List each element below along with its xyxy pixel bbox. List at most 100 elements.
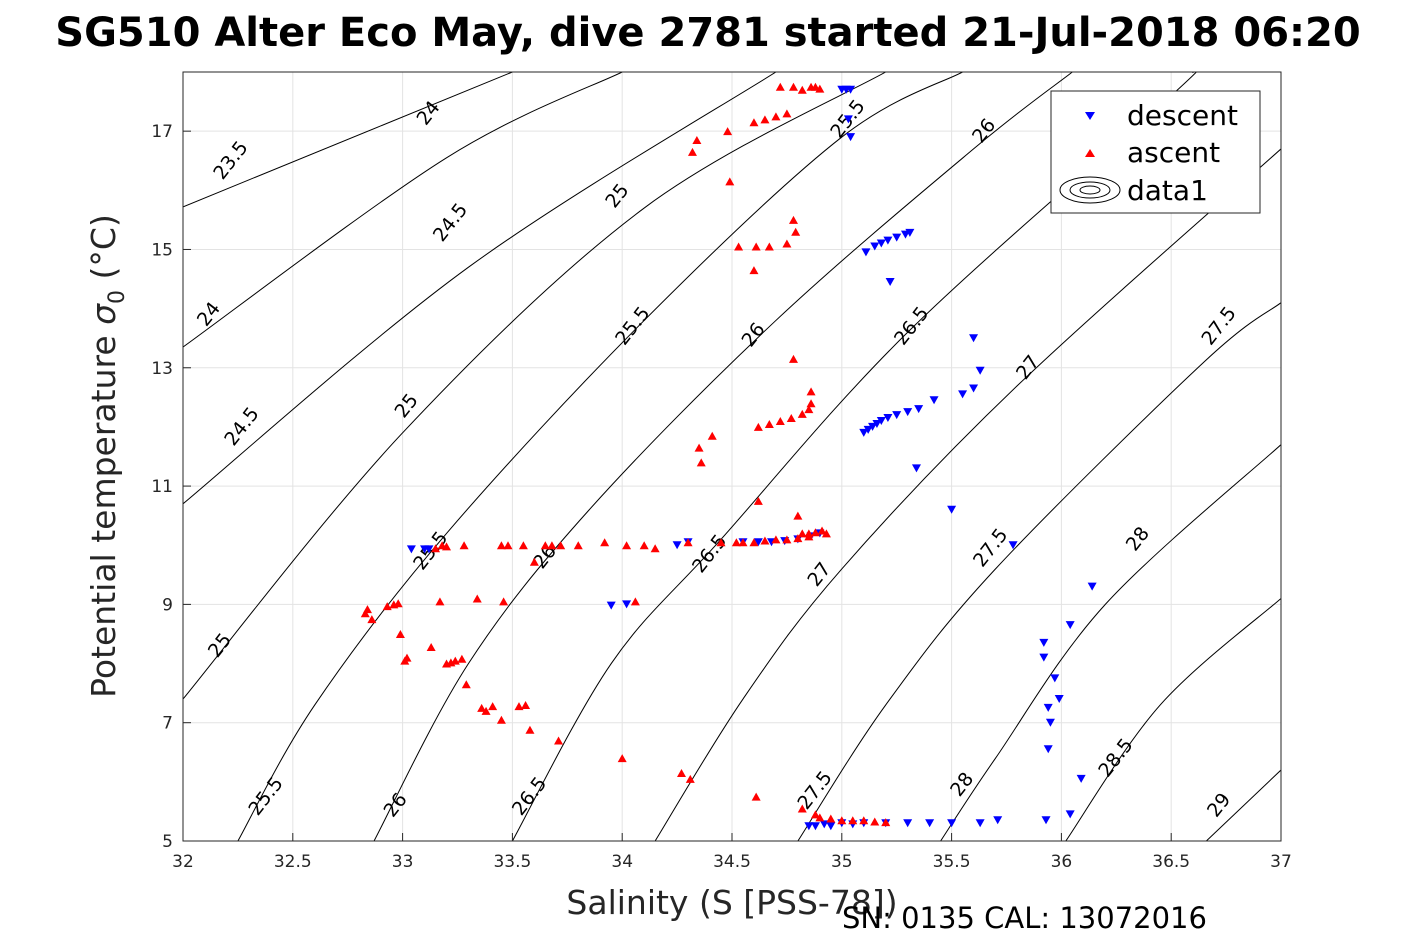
ascent-point bbox=[496, 715, 506, 724]
y-axis-label-sigma: σ bbox=[84, 303, 123, 325]
descent-point bbox=[947, 505, 957, 514]
descent-point bbox=[883, 414, 893, 423]
ascent-point bbox=[503, 541, 513, 550]
ascent-point bbox=[751, 242, 761, 251]
descent-point bbox=[892, 411, 902, 420]
ascent-point bbox=[723, 127, 733, 136]
y-tick-label: 15 bbox=[151, 240, 173, 260]
ascent-point bbox=[797, 529, 807, 538]
descent-point bbox=[1045, 718, 1055, 727]
y-tick-label: 17 bbox=[151, 122, 173, 142]
ascent-point bbox=[488, 702, 498, 711]
legend-box bbox=[1050, 90, 1261, 214]
ascent-point bbox=[782, 109, 792, 118]
ascent-point bbox=[764, 242, 774, 251]
descent-point bbox=[975, 366, 985, 375]
ascent-point bbox=[696, 458, 706, 467]
descent-point bbox=[883, 236, 893, 245]
descent-point bbox=[1043, 745, 1053, 754]
ascent-point bbox=[782, 239, 792, 248]
descent-point bbox=[892, 233, 902, 242]
density-contour-line bbox=[373, 72, 1073, 841]
data-points bbox=[360, 82, 1097, 831]
ascent-point bbox=[749, 266, 759, 275]
ascent-point bbox=[514, 702, 524, 711]
y-axis-label-main: Potential temperature bbox=[84, 325, 123, 698]
ascent-point bbox=[797, 409, 807, 418]
ascent-point bbox=[650, 544, 660, 553]
density-contour-line bbox=[237, 72, 963, 841]
ascent-point bbox=[749, 538, 759, 547]
contour-label: 26 bbox=[380, 789, 412, 822]
descent-point bbox=[622, 600, 632, 609]
ascent-point bbox=[771, 535, 781, 544]
descent-point bbox=[1043, 703, 1053, 712]
contour-label: 23.5 bbox=[209, 137, 252, 184]
contour-label: 25 bbox=[601, 180, 633, 213]
descent-point bbox=[929, 396, 939, 405]
ascent-point bbox=[788, 82, 798, 91]
ascent-point bbox=[810, 810, 820, 819]
ascent-point bbox=[617, 754, 627, 763]
ascent-point bbox=[367, 615, 377, 624]
descent-point bbox=[810, 822, 820, 831]
grid bbox=[183, 72, 1281, 841]
legend-data1-contour-icon bbox=[1059, 176, 1121, 204]
contour-label: 26 bbox=[968, 115, 1000, 148]
ascent-point bbox=[402, 653, 412, 662]
ascent-point bbox=[716, 538, 726, 547]
density-contour-line bbox=[797, 302, 1281, 841]
ascent-point bbox=[431, 544, 441, 553]
descent-point bbox=[993, 816, 1003, 825]
ascent-point bbox=[738, 538, 748, 547]
descent-point bbox=[885, 277, 895, 286]
x-tick-label: 34 bbox=[611, 852, 633, 872]
ascent-point bbox=[547, 541, 557, 550]
density-contour-line bbox=[654, 148, 1281, 841]
descent-point bbox=[1039, 653, 1049, 662]
ascent-point bbox=[804, 532, 814, 541]
ascent-point bbox=[687, 147, 697, 156]
ascent-point bbox=[676, 768, 686, 777]
chart-title: SG510 Alter Eco May, dive 2781 started 2… bbox=[55, 10, 1360, 56]
ascent-point bbox=[786, 414, 796, 423]
ascent-point bbox=[496, 541, 506, 550]
contour-label: 28 bbox=[1122, 523, 1154, 556]
ascent-point bbox=[775, 82, 785, 91]
contour-label: 24 bbox=[193, 298, 225, 331]
descent-point bbox=[1054, 695, 1064, 704]
x-tick-label: 32 bbox=[172, 852, 194, 872]
descent-point bbox=[846, 133, 856, 142]
ascent-point bbox=[685, 774, 695, 783]
x-tick-label: 37 bbox=[1270, 852, 1292, 872]
ascent-point bbox=[826, 814, 836, 823]
contour-label: 24.5 bbox=[429, 199, 472, 246]
descent-point bbox=[1039, 638, 1049, 647]
ascent-point bbox=[764, 419, 774, 428]
x-axis-ticks: 32 32.5 33 33.5 34 34.5 35 35.5 36 36.5 37 bbox=[172, 833, 1292, 872]
contour-label: 26.5 bbox=[890, 303, 933, 350]
ascent-point bbox=[518, 541, 528, 550]
contour-label: 27 bbox=[803, 558, 835, 591]
ascent-point bbox=[788, 354, 798, 363]
ascent-point bbox=[870, 817, 880, 826]
legend-ascent-label: ascent bbox=[1127, 136, 1220, 169]
ascent-point bbox=[725, 177, 735, 186]
contour-label: 26.5 bbox=[688, 530, 731, 577]
ascent-point bbox=[815, 84, 825, 93]
ascent-point bbox=[435, 597, 445, 606]
y-tick-label: 13 bbox=[151, 359, 173, 379]
ascent-point bbox=[554, 736, 564, 745]
ascent-point bbox=[457, 654, 467, 663]
ascent-point bbox=[775, 417, 785, 426]
ascent-point bbox=[707, 431, 717, 440]
ascent-point bbox=[753, 496, 763, 505]
ascent-point bbox=[749, 118, 759, 127]
descent-point bbox=[905, 228, 915, 237]
ascent-point bbox=[821, 529, 831, 538]
ascent-point bbox=[848, 816, 858, 825]
footer-calibration: SN: 0135 CAL: 13072016 bbox=[842, 901, 1207, 935]
ascent-point bbox=[804, 405, 814, 414]
ascent-point bbox=[461, 680, 471, 689]
